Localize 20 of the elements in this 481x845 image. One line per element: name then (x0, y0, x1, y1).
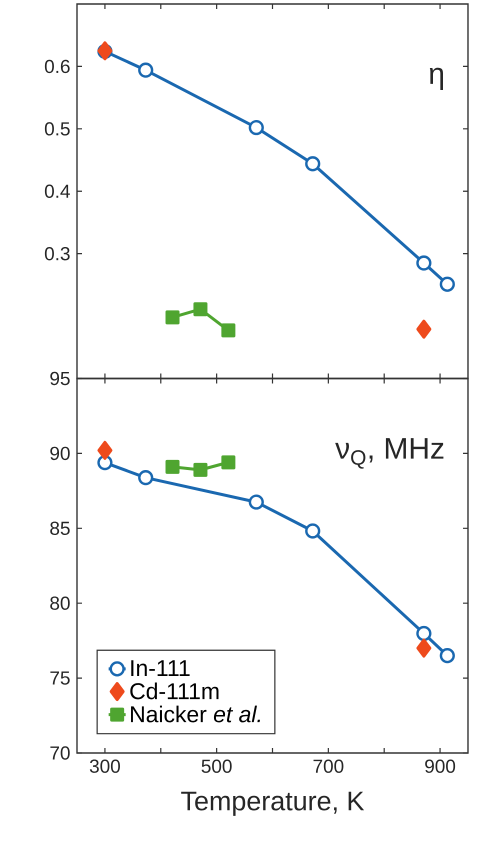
y-tick-label: 0.6 (44, 60, 70, 74)
y-tick-label: 75 (50, 671, 70, 685)
legend-label: Naicker et al. (131, 706, 260, 722)
annotation: η (430, 68, 443, 90)
y-tick-label: 90 (50, 446, 70, 460)
y-tick-label: 85 (50, 522, 70, 535)
legend-label: In-111 (131, 660, 190, 676)
annotation: ν$_{Q}$, MHz (335, 438, 444, 469)
y-tick-label: 0.5 (44, 122, 70, 136)
x-tick-label: 700 (314, 760, 344, 773)
y-tick-label: 0.4 (44, 184, 70, 198)
legend-label: Cd-111m (130, 682, 218, 700)
y-tick-label: 70 (50, 746, 70, 760)
y-tick-label: 0.3 (44, 246, 70, 260)
x-axis-title: Temperature, K (181, 792, 364, 816)
x-tick-label: 900 (425, 760, 456, 773)
x-tick-label: 300 (90, 760, 120, 773)
x-tick-label: 500 (202, 760, 232, 773)
y-tick-label: 95 (50, 372, 70, 386)
y-tick-label: 80 (50, 596, 70, 610)
